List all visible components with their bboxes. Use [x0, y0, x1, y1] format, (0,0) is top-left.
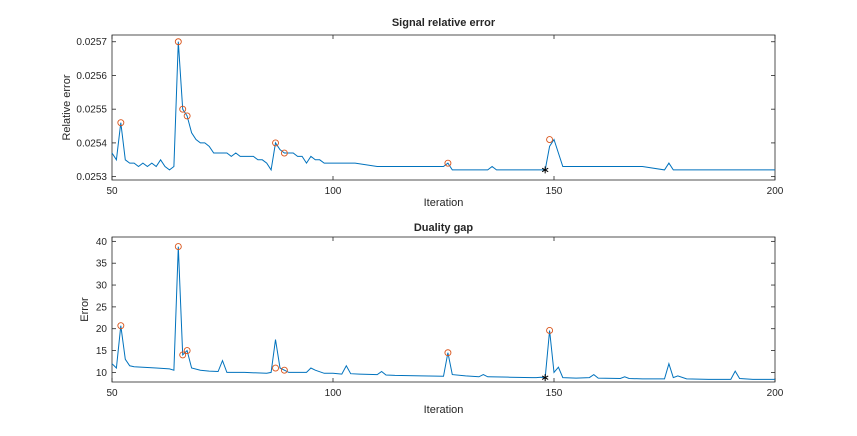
- x-axis-label: Iteration: [424, 404, 464, 416]
- highlight-point: [444, 349, 452, 357]
- x-tick-label: 150: [546, 186, 563, 197]
- highlight-point: [272, 139, 279, 147]
- highlight-point: [546, 327, 554, 334]
- plot-axes-frame: [111, 236, 776, 383]
- y-tick-group: 0.0253 0.0254 0.0255 0.0256 0.0257: [76, 37, 775, 183]
- highlight-point: [444, 159, 452, 167]
- highlight-point: [117, 322, 125, 330]
- plot-panel-signal-error: Signal relative error Iteration Relative…: [61, 17, 784, 209]
- y-axis-label: Relative error: [61, 74, 73, 140]
- highlight-point: [272, 364, 279, 372]
- chart-title: Signal relative error: [392, 17, 496, 29]
- highlight-point: [280, 149, 288, 157]
- highlight-point: [280, 366, 288, 374]
- chart-title: Duality gap: [414, 222, 474, 234]
- y-tick-label: 40: [96, 237, 108, 248]
- y-tick-label: 0.0255: [76, 105, 107, 116]
- y-tick-label: 0.0253: [76, 172, 107, 183]
- y-tick-label: 30: [96, 281, 108, 292]
- x-tick-label: 200: [767, 186, 784, 197]
- highlight-point: [183, 347, 191, 355]
- y-tick-label: 15: [96, 346, 108, 357]
- series-line: [111, 246, 775, 380]
- x-axis-label: Iteration: [424, 197, 464, 209]
- y-tick-label: 10: [96, 368, 108, 379]
- highlight-point: [179, 351, 187, 359]
- best-point-star: [541, 374, 549, 382]
- x-tick-group: 50 100 150 200: [106, 35, 784, 197]
- series-line: [111, 41, 775, 172]
- x-tick-label: 100: [325, 186, 342, 197]
- x-tick-group: 50 100 150 200: [106, 237, 784, 399]
- x-tick-label: 50: [106, 186, 118, 197]
- x-tick-label: 150: [546, 388, 563, 399]
- plot-axes-frame: [111, 34, 776, 181]
- x-tick-label: 100: [325, 388, 342, 399]
- x-tick-label: 200: [767, 388, 784, 399]
- highlight-point: [183, 112, 191, 120]
- y-tick-label: 25: [96, 302, 108, 313]
- highlight-point: [174, 38, 182, 46]
- y-tick-label: 0.0257: [76, 37, 107, 48]
- y-tick-label: 20: [96, 324, 108, 335]
- x-tick-label: 50: [106, 388, 118, 399]
- series-group: [111, 243, 775, 382]
- y-tick-label: 35: [96, 259, 108, 270]
- highlight-point: [546, 136, 554, 143]
- plot-panel-duality-gap: Duality gap Iteration Error 50 100 150 200 …: [79, 222, 784, 416]
- series-group: [111, 38, 775, 174]
- y-tick-label: 0.0256: [76, 71, 107, 82]
- highlight-point: [117, 119, 125, 127]
- highlight-point: [179, 105, 187, 113]
- highlight-point: [174, 243, 182, 251]
- y-tick-label: 0.0254: [76, 138, 107, 149]
- y-tick-group: 10 15 20 25 30 35 40: [96, 237, 775, 379]
- y-axis-label: Error: [79, 297, 91, 322]
- best-point-star: [541, 166, 549, 174]
